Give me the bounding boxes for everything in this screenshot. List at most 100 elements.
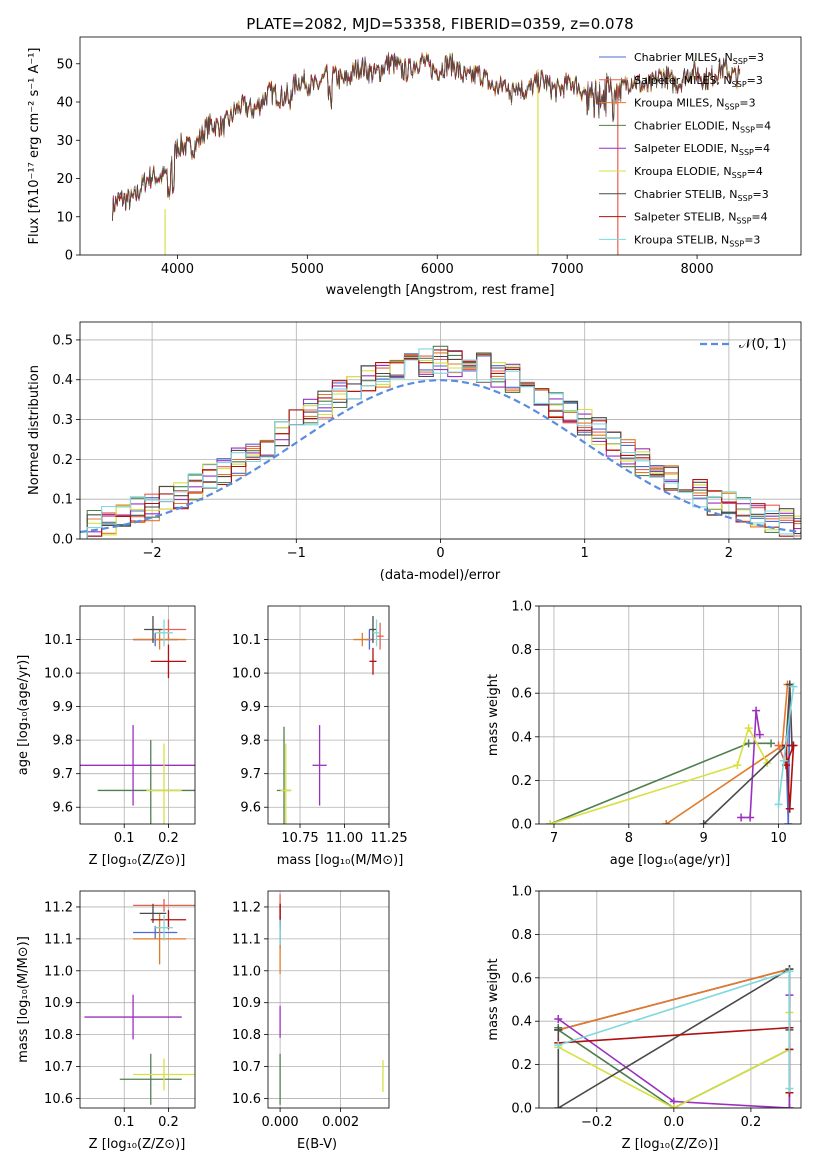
series-marker [785,1104,794,1108]
x-tick-label: 6000 [421,262,454,277]
y-tick-label: 10.6 [44,1092,73,1107]
series-line [665,684,789,824]
errorbar-point [119,1053,182,1105]
x-tick-label: 1 [581,546,589,561]
y-tick-label: 0 [65,249,73,264]
y-tick-label: 10.1 [232,633,261,648]
axes-frame [79,321,802,540]
series-line [703,684,793,824]
x-tick-label: 0.0 [664,1115,685,1130]
errorbar-point [155,619,173,647]
errorbar-point [376,622,384,650]
y-tick-label: 10.8 [232,1028,261,1043]
y-tick-label: 9.7 [240,767,261,782]
y-tick-label: 0.4 [511,1015,532,1030]
series-marker [785,804,794,813]
figure-title: PLATE=2082, MJD=53358, FIBERID=0359, z=0… [246,15,633,33]
y-tick-label: 0.6 [511,971,532,986]
errorbar-point [150,910,187,930]
y-tick-label: 11.1 [232,932,261,947]
y-tick-label: 0.3 [52,413,73,428]
legend-subscript: SSP [733,57,748,66]
errorbar-point [312,725,327,806]
errorbar-point [155,914,173,941]
errorbar-point [369,616,377,643]
x-tick-label: 10.75 [281,831,318,846]
series-line [741,710,761,819]
y-tick-label: 10.8 [44,1028,73,1043]
plot-area [112,51,741,255]
histogram-step [80,349,801,539]
x-tick-label: −1 [287,546,306,561]
y-tick-label: 9.7 [52,767,73,782]
errorbar-point [133,1058,195,1091]
x-tick-label: 0.1 [114,831,135,846]
y-tick-label: 30 [56,134,73,149]
legend-subscript: SSP [724,103,739,112]
y-tick-label: 9.8 [52,734,73,749]
x-tick-label: 0.1 [114,1115,135,1130]
y-tick-label: 10.1 [44,633,73,648]
y-tick-label: 0.6 [511,687,532,702]
series-marker [699,820,708,824]
y-axis-label: Flux [fλ10⁻¹⁷ erg cm⁻² s⁻¹ A⁻¹] [27,48,42,245]
y-axis-label: mass weight [486,674,501,756]
x-tick-label: 11.25 [370,831,407,846]
y-tick-label: 0.4 [511,730,532,745]
errorbar-point [84,994,182,1040]
x-tick-label: 0.2 [158,1115,179,1130]
series-marker [784,820,793,824]
y-tick-label: 10.9 [44,996,73,1011]
legend-suffix: =3 [748,51,764,64]
y-tick-label: 9.9 [240,700,261,715]
legend-label: Kroupa STELIB, NSSP=3 [634,233,760,248]
series-marker [744,724,753,733]
y-tick-label: 0.0 [511,1102,532,1117]
x-axis-label: Z [log₁₀(Z/Z⊙)] [89,1137,186,1152]
panel-spectrum: 4000 5000 6000 7000 8000 0 10 20 30 40 50 Chabrier … [27,36,802,298]
series-marker [785,967,794,976]
series-marker [554,1041,563,1050]
legend-suffix: =4 [751,211,767,224]
legend-label: Kroupa MILES, NSSP=3 [634,97,756,112]
errorbar-point [133,913,187,965]
plot-area [546,680,798,824]
y-tick-label: 11.0 [232,964,261,979]
x-tick-label: 0 [436,546,444,561]
axes-frame [267,890,390,1109]
x-axis-label: wavelength [Angstrom, rest frame] [326,283,555,298]
x-axis-label: Z [log₁₀(Z/Z⊙)] [89,853,186,868]
y-axis-label: mass [log₁₀(M/M⊙)] [16,936,31,1063]
panel-massweight-vs-age: 7 8 9 10 0.0 0.2 0.4 0.6 0.8 1.0 age [log₁₀(age/yr… [486,600,802,868]
legend-suffix: =3 [744,233,760,246]
y-tick-label: 10 [56,210,73,225]
x-tick-label: 8000 [681,262,714,277]
plot-area [554,965,794,1108]
series-marker [554,1025,563,1034]
series-marker [755,730,764,739]
y-tick-label: 40 [56,96,73,111]
series-marker [737,813,746,822]
y-tick-label: 10.0 [232,667,261,682]
y-tick-label: 11.1 [44,932,73,947]
legend-suffix: =3 [753,188,769,201]
series-line [785,684,791,824]
legend-subscript: SSP [732,171,747,180]
plot-area [84,898,195,1105]
x-tick-label: 7 [550,831,558,846]
series-marker [669,1104,678,1108]
y-tick-label: 0.1 [52,493,73,508]
errorbar-point [146,743,182,824]
y-tick-label: 10.0 [44,667,73,682]
y-tick-label: 0.5 [52,333,73,348]
y-tick-label: 9.8 [240,734,261,749]
legend-label: Chabrier MILES, NSSP=3 [634,51,764,66]
x-axis-label: age [log₁₀(age/yr)] [610,853,731,868]
errorbar-point [144,616,162,643]
errorbar-point [133,898,195,912]
y-tick-label: 11.0 [44,964,73,979]
legend-subscript: SSP [736,217,751,226]
legend-label: Salpeter STELIB, NSSP=4 [634,211,768,226]
plot-area [279,894,384,1105]
errorbar-point [80,725,195,806]
